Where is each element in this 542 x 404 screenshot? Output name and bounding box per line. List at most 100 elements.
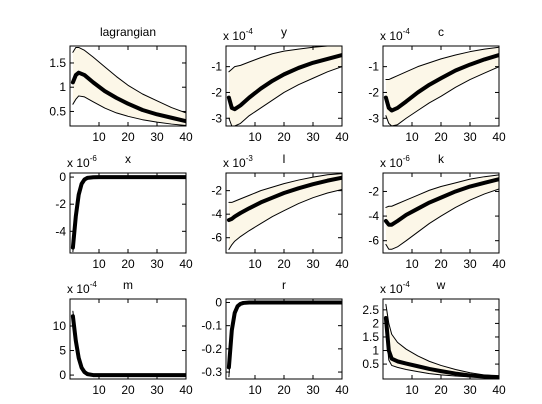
- panel-title: lagrangian: [100, 25, 156, 39]
- panel-l: 10 20 30 40 -6 -4 -2 l x 10-3: [211, 152, 349, 271]
- y-tick-label: -4: [55, 224, 66, 238]
- lower-bound-line: [228, 188, 342, 250]
- panel-k: 10 20 30 40 -6 -4 -2 k x 10-6: [368, 152, 506, 271]
- upper-bound-line: [385, 303, 499, 377]
- panel-title: y: [281, 25, 287, 39]
- median-response-line: [226, 175, 342, 223]
- x-tick-label: 20: [277, 130, 291, 144]
- y-tick-label: -0.2: [201, 342, 222, 356]
- x-tick-label: 20: [121, 130, 135, 144]
- x-tick-label: 30: [463, 383, 477, 397]
- y-tick-label: 1.5: [362, 330, 379, 344]
- plot-area: [226, 300, 342, 378]
- y-tick-label: 5: [59, 344, 66, 358]
- upper-bound-line: [385, 46, 499, 81]
- axis-exponent-label: x 10-3: [223, 154, 253, 170]
- y-tick-label: -2: [368, 85, 379, 99]
- x-tick-label: 30: [150, 383, 164, 397]
- x-tick-label: 10: [405, 257, 419, 271]
- y-tick-label: -2: [55, 197, 66, 211]
- x-tick-label: 10: [248, 130, 262, 144]
- x-tick-label: 40: [179, 383, 193, 397]
- plot-area: [226, 46, 342, 126]
- axis-exponent-label: x 10-4: [223, 27, 253, 43]
- axis-exponent-label: x 10-4: [67, 280, 97, 296]
- y-tick-label: -2: [211, 184, 222, 198]
- x-tick-label: 10: [92, 130, 106, 144]
- x-tick-label: 10: [92, 257, 106, 271]
- confidence-band: [385, 304, 499, 378]
- y-tick-label: 0.5: [362, 357, 379, 371]
- x-tick-label: 40: [335, 257, 349, 271]
- y-tick-label: -2: [211, 85, 222, 99]
- plot-area: [383, 303, 499, 379]
- median-response-line: [226, 300, 342, 370]
- x-tick-label: 30: [306, 257, 320, 271]
- x-tick-label: 30: [306, 130, 320, 144]
- median-response-line: [70, 70, 186, 124]
- confidence-band: [385, 174, 499, 250]
- y-tick-label: 2: [372, 316, 379, 330]
- x-tick-label: 20: [434, 383, 448, 397]
- panel-y: 10 20 30 40 -3 -2 -1 y x 10-4: [211, 25, 349, 144]
- upper-bound-line: [228, 173, 342, 203]
- x-tick-label: 10: [405, 383, 419, 397]
- median-response-line: [70, 314, 186, 378]
- y-tick-label: -2: [368, 184, 379, 198]
- panel-title: k: [438, 152, 445, 166]
- median-response-line: [226, 53, 342, 112]
- panel-lagrangian: 10 20 30 40 0.5 1 1.5 lagrangian: [49, 25, 193, 144]
- y-tick-label: -0.3: [201, 365, 222, 379]
- axis-exponent-label: x 10-6: [67, 154, 97, 170]
- axis-exponent-label: x 10-6: [380, 154, 410, 170]
- x-tick-label: 20: [277, 383, 291, 397]
- x-tick-label: 20: [121, 257, 135, 271]
- x-tick-label: 30: [306, 383, 320, 397]
- x-tick-label: 10: [248, 257, 262, 271]
- y-tick-label: 1.5: [49, 56, 66, 70]
- x-tick-label: 30: [150, 257, 164, 271]
- lower-bound-line: [385, 188, 499, 250]
- x-tick-label: 30: [463, 257, 477, 271]
- panel-title: w: [436, 278, 446, 292]
- y-tick-label: 1: [59, 80, 66, 94]
- panel-x: 10 20 30 40 -4 -2 0 x x 10-6: [55, 152, 193, 271]
- panel-title: c: [438, 25, 444, 39]
- y-tick-label: 0: [59, 170, 66, 184]
- y-tick-label: -4: [368, 209, 379, 223]
- panel-title: l: [283, 152, 286, 166]
- y-tick-label: -1: [211, 60, 222, 74]
- panel-title: m: [123, 278, 133, 292]
- y-tick-label: 1: [372, 344, 379, 358]
- plot-area: [70, 310, 186, 378]
- plot-area: [70, 46, 186, 126]
- x-tick-label: 40: [179, 130, 193, 144]
- y-tick-label: -6: [211, 231, 222, 245]
- median-response-line: [383, 53, 499, 113]
- x-tick-label: 30: [150, 130, 164, 144]
- x-tick-label: 20: [434, 130, 448, 144]
- x-tick-label: 40: [492, 257, 506, 271]
- median-response-line: [383, 315, 499, 379]
- x-tick-label: 40: [492, 130, 506, 144]
- panel-w: 10 20 30 40 0.511.522.5 w x 10-4: [362, 278, 506, 397]
- panel-title: r: [282, 278, 286, 292]
- x-tick-label: 40: [335, 383, 349, 397]
- axis-exponent-label: x 10-4: [380, 280, 410, 296]
- x-tick-label: 10: [248, 383, 262, 397]
- plot-area: [383, 174, 499, 250]
- upper-bound-line: [228, 46, 342, 73]
- median-response-line: [383, 177, 499, 227]
- x-tick-label: 10: [92, 383, 106, 397]
- y-tick-label: -3: [211, 111, 222, 125]
- y-tick-label: -0.1: [201, 319, 222, 333]
- panel-title: x: [125, 152, 131, 166]
- panel-r: 10 20 30 40 -0.3 -0.2 -0.1 0 r: [201, 278, 349, 397]
- y-tick-label: 10: [53, 319, 67, 333]
- y-tick-label: -3: [368, 111, 379, 125]
- median-response-line: [70, 175, 186, 250]
- x-tick-label: 20: [121, 383, 135, 397]
- lower-bound-line: [228, 66, 342, 126]
- y-tick-label: 0: [59, 368, 66, 382]
- x-tick-label: 40: [179, 257, 193, 271]
